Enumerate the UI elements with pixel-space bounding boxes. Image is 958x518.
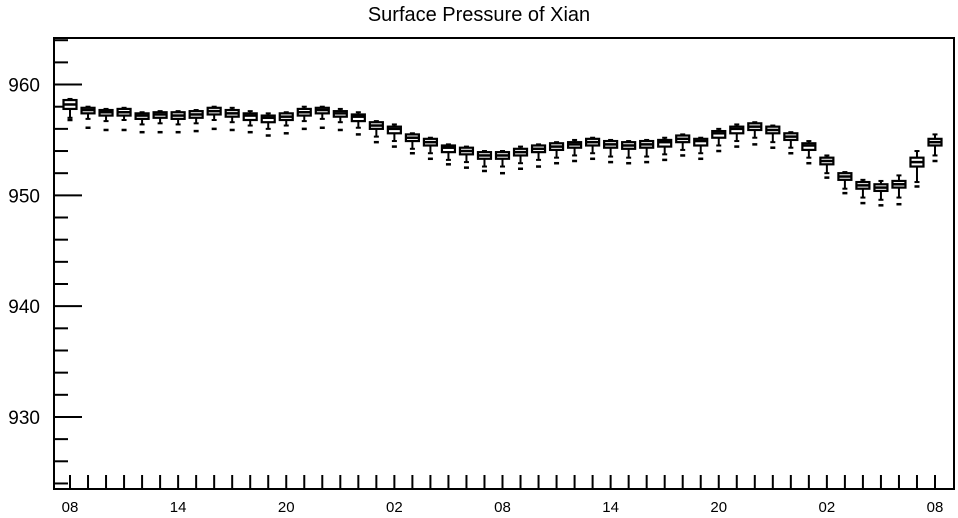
x-tick-label: 14	[170, 499, 187, 516]
plot-frame	[53, 37, 955, 490]
box	[693, 136, 709, 161]
box	[242, 110, 258, 134]
box	[404, 132, 420, 155]
x-tick-label: 08	[62, 499, 79, 516]
box	[224, 106, 240, 132]
box	[116, 106, 132, 132]
box	[134, 111, 150, 134]
box	[855, 178, 871, 205]
x-axis: 08 14 20 02 08 14 20 02 08	[62, 475, 944, 516]
box	[260, 112, 276, 137]
x-tick-label: 20	[710, 499, 727, 516]
box	[494, 150, 511, 175]
box	[422, 136, 439, 161]
box	[278, 111, 294, 135]
y-axis: 930 940 950 960	[8, 39, 82, 485]
box	[206, 105, 222, 131]
y-tick-label: 960	[8, 76, 40, 97]
box	[188, 109, 204, 133]
y-tick-label: 950	[8, 186, 40, 207]
x-tick-label: 02	[819, 499, 836, 516]
box	[440, 143, 457, 166]
box	[458, 145, 475, 169]
box	[657, 136, 673, 162]
box	[548, 141, 565, 165]
box	[873, 179, 889, 207]
box	[62, 97, 78, 122]
box	[566, 138, 583, 163]
y-tick-label: 940	[8, 297, 40, 318]
box	[476, 150, 493, 173]
x-tick-label: 02	[386, 499, 403, 516]
box	[909, 150, 925, 188]
box	[585, 136, 601, 161]
x-tick-label: 20	[278, 499, 295, 516]
box	[621, 140, 637, 165]
box	[350, 111, 366, 136]
box	[801, 140, 817, 165]
box	[98, 107, 114, 132]
box	[332, 107, 348, 132]
box	[729, 123, 745, 148]
box	[314, 105, 330, 130]
box	[603, 138, 619, 164]
box	[386, 123, 402, 148]
box	[711, 127, 727, 153]
box	[747, 121, 763, 146]
box	[152, 110, 168, 134]
box	[170, 110, 186, 134]
box	[530, 143, 547, 168]
box	[837, 171, 853, 195]
box	[819, 154, 835, 179]
box	[765, 124, 781, 149]
box	[927, 133, 943, 163]
box	[891, 174, 907, 206]
box	[639, 138, 655, 164]
x-tick-label: 14	[602, 499, 619, 516]
y-tick-label: 930	[8, 408, 40, 429]
box	[296, 105, 312, 131]
box	[368, 120, 384, 144]
box	[80, 105, 96, 130]
box	[783, 131, 799, 155]
x-tick-label: 08	[927, 499, 944, 516]
box	[675, 133, 691, 157]
chart-title: Surface Pressure of Xian	[367, 4, 591, 26]
x-tick-label: 08	[494, 499, 511, 516]
box-series	[62, 97, 943, 207]
box	[512, 145, 529, 171]
